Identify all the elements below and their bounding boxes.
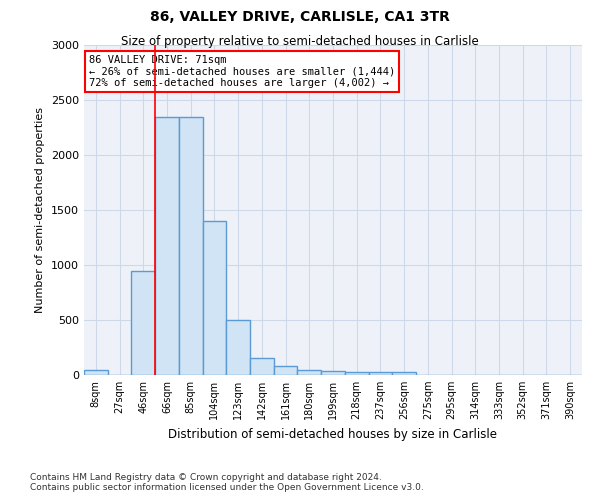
Bar <box>274 366 298 375</box>
X-axis label: Distribution of semi-detached houses by size in Carlisle: Distribution of semi-detached houses by … <box>169 428 497 440</box>
Text: Size of property relative to semi-detached houses in Carlisle: Size of property relative to semi-detach… <box>121 35 479 48</box>
Bar <box>203 221 226 375</box>
Bar <box>226 320 250 375</box>
Bar <box>345 372 368 375</box>
Bar <box>131 270 155 375</box>
Bar <box>298 370 321 375</box>
Y-axis label: Number of semi-detached properties: Number of semi-detached properties <box>35 107 46 313</box>
Bar <box>392 372 416 375</box>
Bar <box>179 116 203 375</box>
Bar <box>155 116 179 375</box>
Bar <box>321 371 345 375</box>
Bar <box>84 370 108 375</box>
Bar <box>368 372 392 375</box>
Text: Contains HM Land Registry data © Crown copyright and database right 2024.
Contai: Contains HM Land Registry data © Crown c… <box>30 473 424 492</box>
Text: 86 VALLEY DRIVE: 71sqm
← 26% of semi-detached houses are smaller (1,444)
72% of : 86 VALLEY DRIVE: 71sqm ← 26% of semi-det… <box>89 55 395 88</box>
Bar <box>250 358 274 375</box>
Text: 86, VALLEY DRIVE, CARLISLE, CA1 3TR: 86, VALLEY DRIVE, CARLISLE, CA1 3TR <box>150 10 450 24</box>
